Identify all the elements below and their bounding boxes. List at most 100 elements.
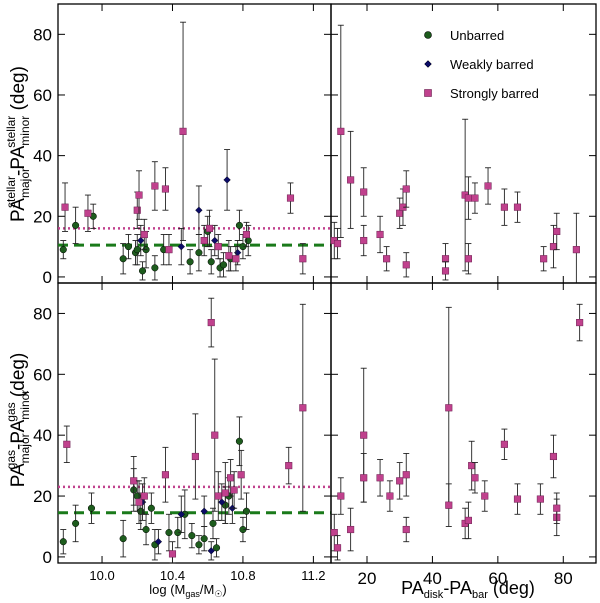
data-point [161,167,169,211]
data-point [200,526,208,552]
data-point [347,507,355,552]
marker-weakly-barred [223,176,231,184]
data-point [572,212,580,284]
ytick-label: 80 [33,304,52,323]
data-point [481,480,489,512]
data-point [225,240,233,272]
marker-strongly-barred [513,495,522,503]
data-point [177,495,185,534]
marker-strongly-barred [133,206,141,214]
legend-label-weakly-barred: Weakly barred [450,57,534,72]
data-point [72,206,80,245]
marker-strongly-barred [402,185,410,193]
ytick-label: 40 [33,147,52,166]
ytick-label: 0 [43,548,52,567]
data-point [383,246,391,272]
marker-strongly-barred [61,203,69,211]
marker-weakly-barred [218,498,226,506]
ytick-label: 60 [33,365,52,384]
data-point [165,513,173,552]
data-point [177,227,185,266]
marker-unbarred [235,221,243,229]
ylabel-bottom: PAmajorgas-PAminorgas (deg) [4,353,32,488]
data-point [402,170,410,208]
marker-unbarred [59,246,67,254]
ytick-label: 40 [33,426,52,445]
marker-strongly-barred [402,261,410,269]
marker-unbarred [195,541,203,549]
legend-marker-weakly-barred [424,60,432,68]
marker-strongly-barred [553,227,561,235]
series-strong [330,303,584,561]
data-point [445,483,453,527]
marker-unbarred [207,258,215,266]
marker-strongly-barred [402,471,410,479]
marker-strongly-barred [347,525,355,534]
marker-weakly-barred [207,547,215,555]
marker-strongly-barred [211,431,219,439]
marker-weakly-barred [211,236,219,245]
data-point [147,492,155,524]
data-point [468,440,476,491]
marker-unbarred [212,544,221,552]
marker-strongly-barred [161,185,169,193]
marker-strongly-barred [347,176,355,184]
marker-strongly-barred [464,516,472,524]
panel-top-left: 0 20 40 60 80 [33,3,332,287]
marker-strongly-barred [471,474,479,482]
marker-strongly-barred [484,182,492,190]
xtick-label: 10.8 [230,568,255,583]
marker-unbarred [151,264,159,272]
marker-strongly-barred [441,267,450,275]
ytick-label: 20 [33,207,52,226]
data-point [195,185,203,235]
marker-unbarred [220,261,228,269]
data-point [63,425,71,464]
xtick-label: 20 [358,569,377,588]
series-strong [61,21,307,275]
data-point [285,446,293,485]
marker-strongly-barred [135,191,143,199]
data-point [133,234,141,266]
data-point [576,303,584,342]
panel-frame [330,282,597,564]
marker-strongly-barred [553,504,561,512]
marker-unbarred [244,236,252,245]
marker-strongly-barred [214,243,222,251]
data-point [151,161,159,211]
marker-strongly-barred [360,474,368,482]
series-unbarred [59,416,251,561]
marker-unbarred [242,507,251,515]
data-point [299,243,307,275]
data-point [464,176,472,220]
data-point [135,170,143,220]
marker-unbarred [200,535,208,543]
marker-unbarred [119,535,127,543]
marker-weakly-barred [154,538,163,546]
marker-strongly-barred [237,471,245,479]
marker-strongly-barred [464,194,472,202]
data-point [211,358,219,512]
data-point [188,522,196,549]
legend: Unbarred Weakly barred Strongly barred [424,28,539,101]
data-point [242,492,251,530]
marker-strongly-barred [214,492,222,500]
data-point [239,516,247,543]
marker-unbarred [133,492,141,500]
ylabel-top: PAmajorstellar-PAminorstellar (deg) [4,66,32,222]
data-point [376,215,384,254]
marker-strongly-barred [549,452,558,461]
data-point [471,182,479,214]
marker-unbarred [87,504,96,512]
data-point [160,234,168,266]
data-point [376,459,384,497]
marker-strongly-barred [386,492,394,500]
data-point [140,477,148,515]
data-point [140,218,148,251]
marker-unbarred [137,507,145,515]
data-point [89,203,97,229]
marker-strongly-barred [84,209,92,217]
data-point [119,243,127,275]
marker-strongly-barred [464,255,472,263]
